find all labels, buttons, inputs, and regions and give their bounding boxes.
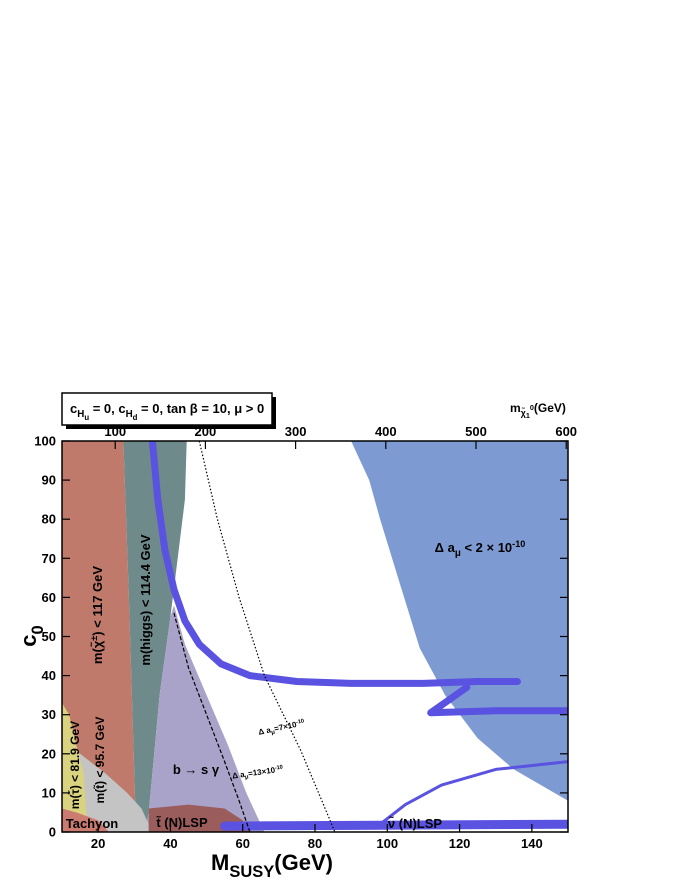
axes: 20 40 60 80 100 120 140 0 10 20 30 40 50 60 70 80 90 100 1… [34, 424, 577, 851]
x2-axis-label-part: (GeV) [534, 401, 566, 415]
x-axis-label-part: M [211, 850, 229, 875]
x2-tick-label: 500 [465, 424, 487, 439]
chart-title-part: = 0, tan β = 10, μ > 0 [137, 401, 264, 416]
relic-band [220, 819, 568, 831]
region-label-part: b → s γ [173, 762, 220, 777]
x2-axis-label-part: χ̃ [521, 407, 527, 418]
curve-label-part: -10 [274, 764, 283, 771]
region-label: Tachyon [66, 816, 119, 831]
region-label-part: m(τ̃) < 81.9 GeV [67, 721, 82, 809]
curve-label-part: =13×10 [248, 766, 277, 779]
region [123, 441, 187, 832]
y-tick-label: 60 [42, 590, 56, 605]
relic-band [427, 683, 568, 717]
y-tick-label: 70 [42, 551, 56, 566]
x-tick-label: 120 [449, 836, 471, 851]
region [62, 703, 88, 832]
amu-contour [173, 612, 251, 832]
x2-axis-label-part: m [510, 401, 521, 415]
y-tick-label: 50 [42, 629, 56, 644]
y-axis-label-part: 0 [29, 625, 47, 634]
curve-label-part: Δ a [258, 725, 273, 737]
x2-axis-label-part: 1 [526, 411, 530, 420]
y-axis-label-part: c [16, 634, 41, 646]
y-tick-label: 80 [42, 512, 56, 527]
x-tick-label: 140 [521, 836, 543, 851]
curve-label-part: Δ a [232, 770, 246, 781]
y-tick-label: 30 [42, 707, 56, 722]
region-label: m(higgs) < 114.4 GeV [138, 534, 153, 665]
x-tick-label: 40 [163, 836, 177, 851]
chart-title-part: H [126, 409, 133, 420]
region-label: m(τ̃) < 81.9 GeV [67, 721, 82, 809]
region-label-part: Tachyon [66, 816, 119, 831]
region-label-part: Δ a [435, 540, 456, 555]
x-tick-label: 20 [91, 836, 105, 851]
chart-title-part: u [84, 413, 89, 422]
curve-label-part: μ [271, 730, 276, 737]
curve-label-part: μ [245, 775, 250, 781]
region-label-part: -10 [512, 539, 525, 549]
x2-tick-label: 400 [375, 424, 397, 439]
region [62, 808, 109, 832]
y-axis-label: c0 [16, 625, 47, 646]
x2-axis-label: mχ̃10(GeV) [510, 401, 566, 420]
region-label-part: μ [455, 548, 461, 559]
x2-axis-label-part: 0 [530, 403, 534, 412]
x2-tick-label: 300 [285, 424, 307, 439]
chart-title-part: H [77, 409, 84, 420]
band-label: ν̃ (N)LSP [388, 816, 443, 831]
region-label-part: < 2 × 10 [461, 540, 512, 555]
curve-label: Δ aμ=7×10-10 [258, 718, 306, 739]
band-label-part: ν̃ (N)LSP [388, 816, 443, 831]
x-axis-label-part: (GeV) [274, 850, 333, 875]
relic-band [378, 760, 568, 826]
frame [61, 440, 569, 833]
x2-tick-label: 200 [195, 424, 217, 439]
y-tick-label: 20 [42, 746, 56, 761]
x-tick-label: 60 [235, 836, 249, 851]
region-label-part: t̃ (N)LSP [156, 815, 208, 830]
curve-label: Δ aμ=13×10-10 [232, 764, 284, 783]
region-label: m(t̃) < 95.7 GeV [92, 716, 107, 803]
region [351, 441, 568, 801]
y-tick-label: 10 [42, 785, 56, 800]
region-label-part: ± [89, 636, 99, 641]
region-label-part: m(t̃) < 95.7 GeV [92, 716, 107, 803]
curve-label-part: =7×10 [273, 720, 298, 734]
region-label: t̃ (N)LSP [156, 815, 208, 830]
relic-band [148, 441, 521, 687]
chart-title-part: c [70, 401, 77, 416]
y-tick-label: 40 [42, 668, 56, 683]
region [145, 605, 265, 832]
chart-title: cHu = 0, cHd = 0, tan β = 10, μ > 0 [70, 401, 264, 422]
x-axis-label: MSUSY(GeV) [211, 850, 333, 881]
chart-title-part: d [133, 413, 138, 422]
region-label: b → s γ [173, 762, 220, 777]
y-tick-label: 90 [42, 473, 56, 488]
region [62, 441, 137, 832]
y-tick-label: 100 [34, 434, 56, 449]
curve-label-part: -10 [296, 718, 305, 726]
region-label-part: ) < 117 GeV [90, 566, 105, 636]
region-label: m(χ̃±) < 117 GeV [89, 566, 105, 664]
title-box [61, 392, 273, 426]
y-tick-label: 0 [49, 825, 56, 840]
region-label-part: m(χ̃ [90, 640, 105, 664]
plot-area [62, 441, 568, 832]
x2-tick-label: 600 [555, 424, 577, 439]
x-axis-label-part: SUSY [229, 863, 274, 881]
x-tick-label: 100 [376, 836, 398, 851]
x2-tick-label: 100 [104, 424, 126, 439]
region-label-part: m(higgs) < 114.4 GeV [138, 534, 153, 665]
region-label: Δ aμ < 2 × 10-10 [435, 539, 526, 559]
chart-title-part: = 0, c [89, 401, 126, 416]
x-tick-label: 80 [308, 836, 322, 851]
